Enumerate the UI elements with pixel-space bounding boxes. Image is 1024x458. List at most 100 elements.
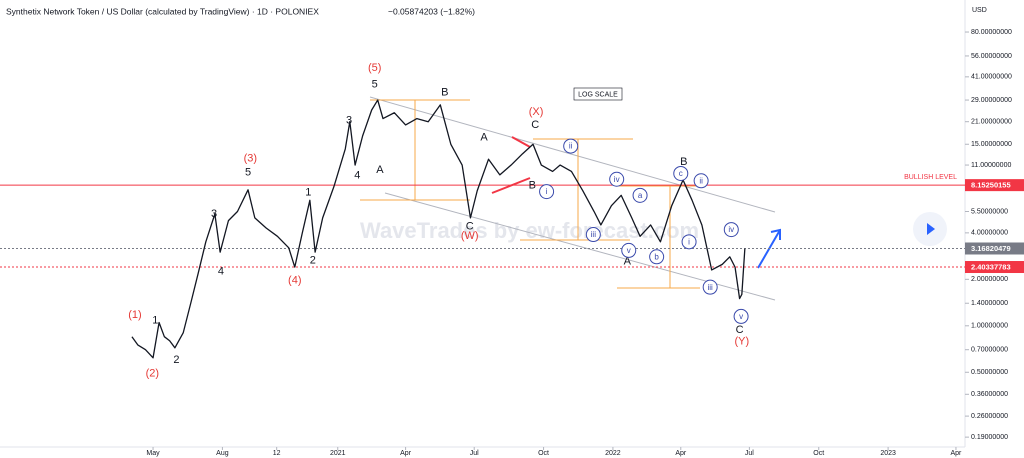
wave-label: B <box>441 86 448 98</box>
wave-label-circled: c <box>679 169 683 178</box>
y-tick-label: 80.00000000 <box>971 29 1012 36</box>
wave-circle <box>702 279 718 295</box>
y-tick-label: 5.50000000 <box>971 208 1008 215</box>
x-tick-label: Oct <box>538 450 549 457</box>
wave-label: B <box>529 179 536 191</box>
wave-label-circled: iv <box>728 225 734 234</box>
price-tag <box>965 179 1024 192</box>
wave-label-circled: i <box>688 237 690 246</box>
x-tick-label: Oct <box>813 450 824 457</box>
wave-label-circled: b <box>654 252 659 261</box>
x-tick-label: 2022 <box>605 450 621 457</box>
wave-circle <box>539 184 555 200</box>
y-tick-label: 56.00000000 <box>971 53 1012 60</box>
price-line <box>131 99 746 359</box>
price-tag <box>965 261 1024 274</box>
forecast-arrow <box>757 228 781 269</box>
y-tick-label: 0.50000000 <box>971 369 1008 376</box>
wave-label-circled: a <box>638 191 643 200</box>
x-tick-label: Jul <box>470 450 479 457</box>
price-change: −0.05874203 (−1.82%) <box>388 6 475 16</box>
wave-label-circled: iii <box>591 230 597 239</box>
x-tick-label: May <box>146 450 160 457</box>
triangle-line <box>511 136 531 148</box>
y-tick-label: 1.00000000 <box>971 323 1008 330</box>
wave-label-circled: i <box>546 187 548 196</box>
wave-circle <box>585 227 601 243</box>
wave-label: (5) <box>368 62 381 74</box>
y-tick-label: 0.36000000 <box>971 391 1008 398</box>
y-tick-label: 29.00000000 <box>971 97 1012 104</box>
wave-label: C <box>531 119 539 131</box>
price-tag-label: 3.16820479 <box>971 244 1011 253</box>
wave-circle <box>733 308 749 324</box>
wave-label: (4) <box>288 274 301 286</box>
wave-label: C <box>466 220 474 232</box>
log-scale-box <box>573 87 623 101</box>
wave-label: 5 <box>245 167 251 179</box>
x-tick-label: Apr <box>675 450 687 457</box>
wave-label: A <box>624 256 632 268</box>
wave-circle <box>563 138 579 154</box>
y-tick-label: 0.70000000 <box>971 347 1008 354</box>
axis-unit: USD <box>972 7 987 14</box>
wave-label: 2 <box>173 354 179 366</box>
wave-label: 3 <box>211 208 217 220</box>
wave-circle <box>649 249 665 265</box>
channel-upper <box>369 96 776 213</box>
y-tick-label: 0.26000000 <box>971 413 1008 420</box>
y-tick-label: 1.40000000 <box>971 300 1008 307</box>
wave-label: (2) <box>146 368 159 380</box>
wave-circle <box>621 242 637 258</box>
x-tick-label: 2023 <box>880 450 896 457</box>
y-tick-label: 4.00000000 <box>971 230 1008 237</box>
wave-label-circled: v <box>739 312 743 321</box>
x-tick-label: 12 <box>273 450 281 457</box>
wave-label-circled: ii <box>569 142 573 151</box>
wave-label: 1 <box>305 186 311 198</box>
wave-label: 4 <box>218 266 224 278</box>
wave-label-circled: v <box>627 246 631 255</box>
y-tick-label: 21.00000000 <box>971 119 1012 126</box>
y-tick-label: 0.19000000 <box>971 434 1008 441</box>
wave-label-circled: iv <box>614 175 620 184</box>
price-tag-label: 2.40337783 <box>971 262 1011 271</box>
wave-label: (W) <box>461 230 479 242</box>
wave-label: C <box>736 324 744 336</box>
price-tag-label: 8.15250155 <box>971 181 1011 190</box>
y-tick-label: 11.00000000 <box>971 162 1011 169</box>
x-tick-label: Jul <box>745 450 754 457</box>
wave-circle <box>723 222 739 238</box>
price-tag <box>965 242 1024 255</box>
wave-label: (X) <box>529 106 544 118</box>
wave-circle <box>681 234 697 250</box>
y-tick-label: 41.00000000 <box>971 74 1012 81</box>
wave-label: A <box>376 164 384 176</box>
x-tick-label: Apr <box>951 450 963 457</box>
x-tick-label: Apr <box>400 450 412 457</box>
wave-circle <box>673 165 689 181</box>
wave-label: 5 <box>372 78 378 90</box>
x-tick-label: Aug <box>216 450 229 457</box>
wave-label: 1 <box>152 315 158 327</box>
wave-circle <box>632 187 648 203</box>
level-name: BULLISH LEVEL <box>904 174 957 181</box>
wave-circle <box>693 173 709 189</box>
wave-label: 2 <box>310 254 316 266</box>
wave-circle <box>609 171 625 187</box>
wave-label: (1) <box>128 309 141 321</box>
wave-label: B <box>680 156 687 168</box>
wave-label: (3) <box>244 153 257 165</box>
wave-label-circled: iii <box>708 283 714 292</box>
wave-label: A <box>480 131 488 143</box>
x-tick-label: 2021 <box>330 450 346 457</box>
y-tick-label: 15.00000000 <box>971 141 1012 148</box>
wave-label: 3 <box>346 115 352 127</box>
watermark: WaveTrades by ew-forecast.com <box>360 218 699 243</box>
play-icon[interactable] <box>927 223 935 235</box>
wave-label: (Y) <box>735 336 750 348</box>
wave-label-circled: ii <box>699 176 703 185</box>
log-scale-note: LOG SCALE <box>578 91 618 98</box>
